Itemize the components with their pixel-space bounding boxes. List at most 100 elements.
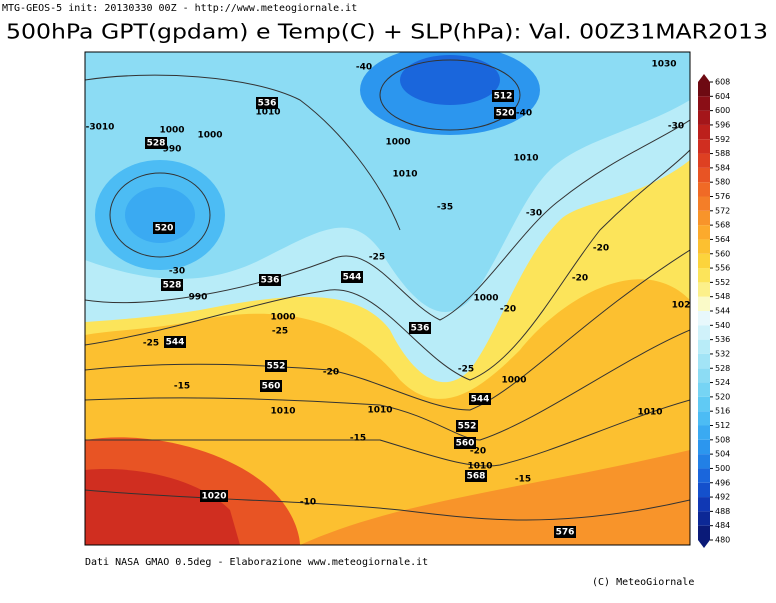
map-label: -20 xyxy=(500,305,516,315)
map-label: -25 xyxy=(143,339,159,349)
colorbar-tick-label: 484 xyxy=(715,521,730,530)
label-box xyxy=(161,279,183,291)
colorbar-band xyxy=(698,110,710,125)
colorbar-band xyxy=(698,396,710,412)
colorbar-band xyxy=(698,196,710,211)
map-label: 528 xyxy=(163,281,182,291)
map-label: 1000 xyxy=(473,294,498,304)
map xyxy=(85,52,690,545)
header-title: 500hPa GPT(gpdam) e Temp(C) + SLP(hPa): … xyxy=(6,20,768,44)
map-label: -15 xyxy=(174,382,190,392)
map-label: -30 xyxy=(526,209,542,219)
map-label: -30 xyxy=(668,122,684,132)
colorbar-tick-label: 556 xyxy=(715,264,730,273)
colorbar-band xyxy=(698,182,710,197)
field-colder xyxy=(85,52,690,312)
colorbar-band xyxy=(698,296,710,311)
label-box xyxy=(469,393,491,405)
label-box xyxy=(265,360,287,372)
header-source: MTG-GEOS-5 init: 20130330 00Z - http://w… xyxy=(2,3,357,14)
colorbar-tick-label: 480 xyxy=(715,536,730,545)
map-label: -35 xyxy=(437,203,453,213)
map-label: 1000 xyxy=(385,138,410,148)
colorbar-tick-label: 508 xyxy=(715,435,730,444)
colorbar-band xyxy=(698,268,710,283)
label-box xyxy=(164,336,186,348)
map-label: 536 xyxy=(411,324,430,334)
map-label: -40 xyxy=(516,109,532,119)
map-label: 1010 xyxy=(513,154,538,164)
map-label: 1000 xyxy=(197,131,222,141)
colorbar-tick-label: 552 xyxy=(715,278,730,287)
map-frame xyxy=(84,51,691,546)
field-hotter xyxy=(85,469,240,545)
colorbar-band xyxy=(698,239,710,254)
map-label: 1020 xyxy=(201,492,226,502)
colorbar-band xyxy=(698,225,710,240)
colorbar-tick-label: 568 xyxy=(715,221,730,230)
map-label: 544 xyxy=(343,273,362,283)
colorbar-tick-label: 512 xyxy=(715,421,730,430)
label-box xyxy=(259,274,281,286)
colorbar-tick-label: 532 xyxy=(715,349,730,358)
label-box xyxy=(494,107,516,119)
colorbar-tick-label: 528 xyxy=(715,364,730,373)
map-label: 1010 xyxy=(467,462,492,472)
map-label: -25 xyxy=(369,253,385,263)
colorbar-tick-label: 584 xyxy=(715,163,730,172)
map-label: -20 xyxy=(572,274,588,284)
colorbar-band xyxy=(698,439,710,455)
colorbar-band xyxy=(698,454,710,469)
colorbar-tick-label: 572 xyxy=(715,206,730,215)
map-label: -20 xyxy=(470,447,486,457)
colorbar-tick-label: 536 xyxy=(715,335,730,344)
map-label: 1010 xyxy=(392,170,417,180)
map-label: 990 xyxy=(189,293,208,303)
map-label: -15 xyxy=(350,434,366,444)
colorbar-band xyxy=(698,339,710,354)
colorbar-band xyxy=(698,525,710,540)
map-label: 544 xyxy=(471,395,490,405)
map-label: 552 xyxy=(267,362,286,372)
map-label: 102 xyxy=(672,301,691,311)
colorbar-tick-label: 576 xyxy=(715,192,730,201)
label-box xyxy=(409,322,431,334)
map-label: 1030 xyxy=(651,60,676,70)
map-label: 990 xyxy=(163,145,182,155)
colorbar-band xyxy=(698,325,710,340)
colorbar-band xyxy=(698,468,710,483)
map-label: 1010 xyxy=(367,406,392,416)
footer-credits: Dati NASA GMAO 0.5deg - Elaborazione www… xyxy=(85,557,428,568)
colorbar-band xyxy=(698,497,710,512)
colorbar-band xyxy=(698,253,710,269)
map-label: -3010 xyxy=(86,123,115,133)
colorbar-tick-label: 588 xyxy=(715,149,730,158)
label-box xyxy=(153,222,175,234)
colorbar-band xyxy=(698,411,710,426)
label-box xyxy=(456,420,478,432)
colorbar-band xyxy=(698,311,710,326)
colorbar-tick-label: 524 xyxy=(715,378,730,387)
map-label: 560 xyxy=(262,382,281,392)
colorbar-band xyxy=(698,210,710,226)
colorbar-band xyxy=(698,511,710,526)
colorbar-band xyxy=(698,139,710,154)
label-box xyxy=(256,97,278,109)
map-label: -40 xyxy=(356,63,372,73)
colorbar-band xyxy=(698,82,710,97)
colorbar-band xyxy=(698,96,710,111)
colorbar-tick-label: 596 xyxy=(715,120,730,129)
map-label: 512 xyxy=(494,92,513,102)
colorbar-tick-label: 600 xyxy=(715,106,730,115)
map-label: 552 xyxy=(458,422,477,432)
colorbar-band xyxy=(698,482,710,498)
map-label: 1000 xyxy=(501,376,526,386)
map-label: 520 xyxy=(496,109,515,119)
colorbar-tick-label: 604 xyxy=(715,92,730,101)
colorbar-tick-label: 540 xyxy=(715,321,730,330)
colorbar-tick-label: 492 xyxy=(715,493,730,502)
colorbar-tick-label: 516 xyxy=(715,407,730,416)
label-box xyxy=(341,271,363,283)
map-label: 1010 xyxy=(255,108,280,118)
